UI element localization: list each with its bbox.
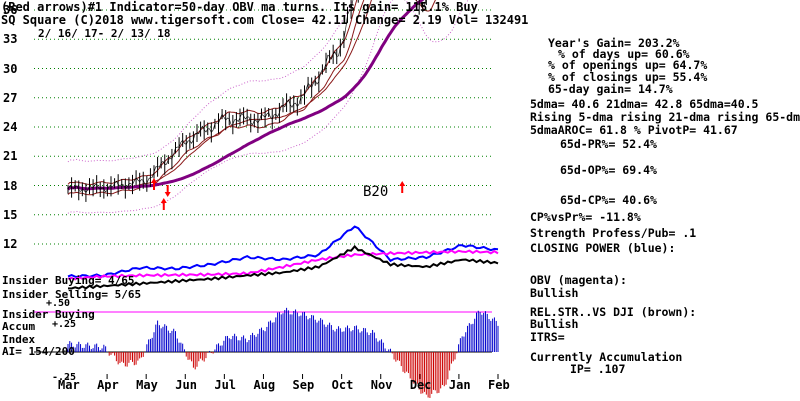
accum-label: Accum [2, 320, 36, 333]
stat-line: 5dma= 40.6 21dma= 42.8 65dma=40.5 [530, 97, 759, 111]
price-bands [67, 0, 470, 214]
stat-line: ITRS= [530, 330, 565, 344]
x-tick-label: Mar [58, 378, 80, 392]
stat-line: OBV (magenta): [530, 273, 627, 287]
stat-line: CP%vsPr%= -11.8% [530, 210, 641, 224]
y-tick-label: 27 [3, 90, 18, 105]
stat-line: Bullish [530, 317, 579, 331]
y-tick-label: 21 [3, 149, 18, 164]
accum-minus25-label: -.25 [52, 372, 77, 383]
accum-plus50-label: +.50 [46, 298, 71, 309]
stat-line: Bullish [530, 286, 579, 300]
stat-line: % of openings up= 64.7% [548, 58, 708, 72]
index-label: Index [2, 333, 36, 346]
accum-index-bars [67, 307, 499, 398]
header-daterange: 2/ 16/ 17- 2/ 13/ 18 [38, 27, 171, 40]
stat-line: 65d-OP%= 69.4% [560, 163, 657, 177]
y-tick-label: 15 [3, 207, 18, 222]
price-line [67, 0, 426, 194]
insider-buying-label: Insider Buying= 4/65 [2, 274, 135, 287]
stat-line: CLOSING POWER (blue): [530, 241, 676, 255]
x-tick-label: Aug [253, 378, 276, 392]
obv-line [67, 249, 499, 281]
x-tick-label: Oct [331, 378, 354, 392]
x-tick-label: Feb [488, 378, 510, 392]
stat-line: 65-day gain= 14.7% [548, 82, 673, 96]
insider-buying2-label: Insider Buying [2, 308, 95, 321]
y-tick-label: 18 [3, 178, 18, 193]
x-tick-label: Jan [448, 378, 471, 392]
insider-selling-label: Insider Selling= 5/65 [2, 288, 142, 301]
accum-plus25-label: +.25 [52, 319, 77, 330]
rel-str-line [67, 244, 499, 290]
stat-line: REL.STR..VS DJI (brown): [530, 305, 697, 319]
stat-line: Currently Accumulation [530, 350, 683, 364]
x-tick-label: Jul [214, 378, 237, 392]
y-tick-label: 12 [3, 237, 18, 251]
y-tick-label: 24 [3, 120, 18, 134]
upper-band [67, 0, 353, 163]
x-tick-label: Dec [409, 378, 432, 392]
x-tick-label: Apr [97, 378, 119, 392]
ai-label: AI= 154/200 [2, 345, 75, 358]
b20-annotation: B20 [363, 184, 389, 200]
x-tick-label: Nov [370, 378, 393, 392]
red-arrow-head [399, 181, 406, 186]
stat-line: Rising 5-dma rising 21-dma rising 65-dma [530, 110, 800, 124]
indicator-lines [67, 225, 499, 290]
header-ticker: SQ Square (C)2018 www.tigersoft.com Clos… [1, 13, 529, 27]
y-tick-label: 36 [3, 3, 18, 17]
stat-line: IP= .107 [570, 362, 626, 376]
red-arrow-head [160, 198, 167, 203]
stat-line: 5dmaAROC= 61.8 % PivotP= 41.67 [530, 123, 738, 137]
stat-line: Year's Gain= 203.2% [548, 36, 680, 50]
stat-line: Strength Profess/Pub= .1 [530, 226, 697, 240]
y-tick-label: 30 [3, 61, 18, 76]
lower-band [67, 0, 470, 214]
stat-line: % of days up= 60.6% [558, 47, 690, 61]
red-arrow-head [164, 192, 171, 197]
price-series [67, 0, 427, 202]
header-indicator: (Red arrows)#1 Indicator=50-day OBV ma t… [1, 0, 478, 14]
x-tick-label: Jun [175, 378, 197, 392]
x-tick-label: Sep [292, 378, 315, 392]
red-arrow-head [151, 178, 157, 183]
x-tick-label: May [136, 378, 158, 392]
stat-line: 65d-PR%= 52.4% [560, 137, 657, 151]
y-tick-label: 33 [3, 32, 18, 47]
signal-arrows [151, 178, 406, 210]
closing-power-line [67, 225, 499, 279]
stat-line: 65d-CP%= 40.6% [560, 193, 657, 207]
stat-line: % of closings up= 55.4% [548, 70, 708, 84]
